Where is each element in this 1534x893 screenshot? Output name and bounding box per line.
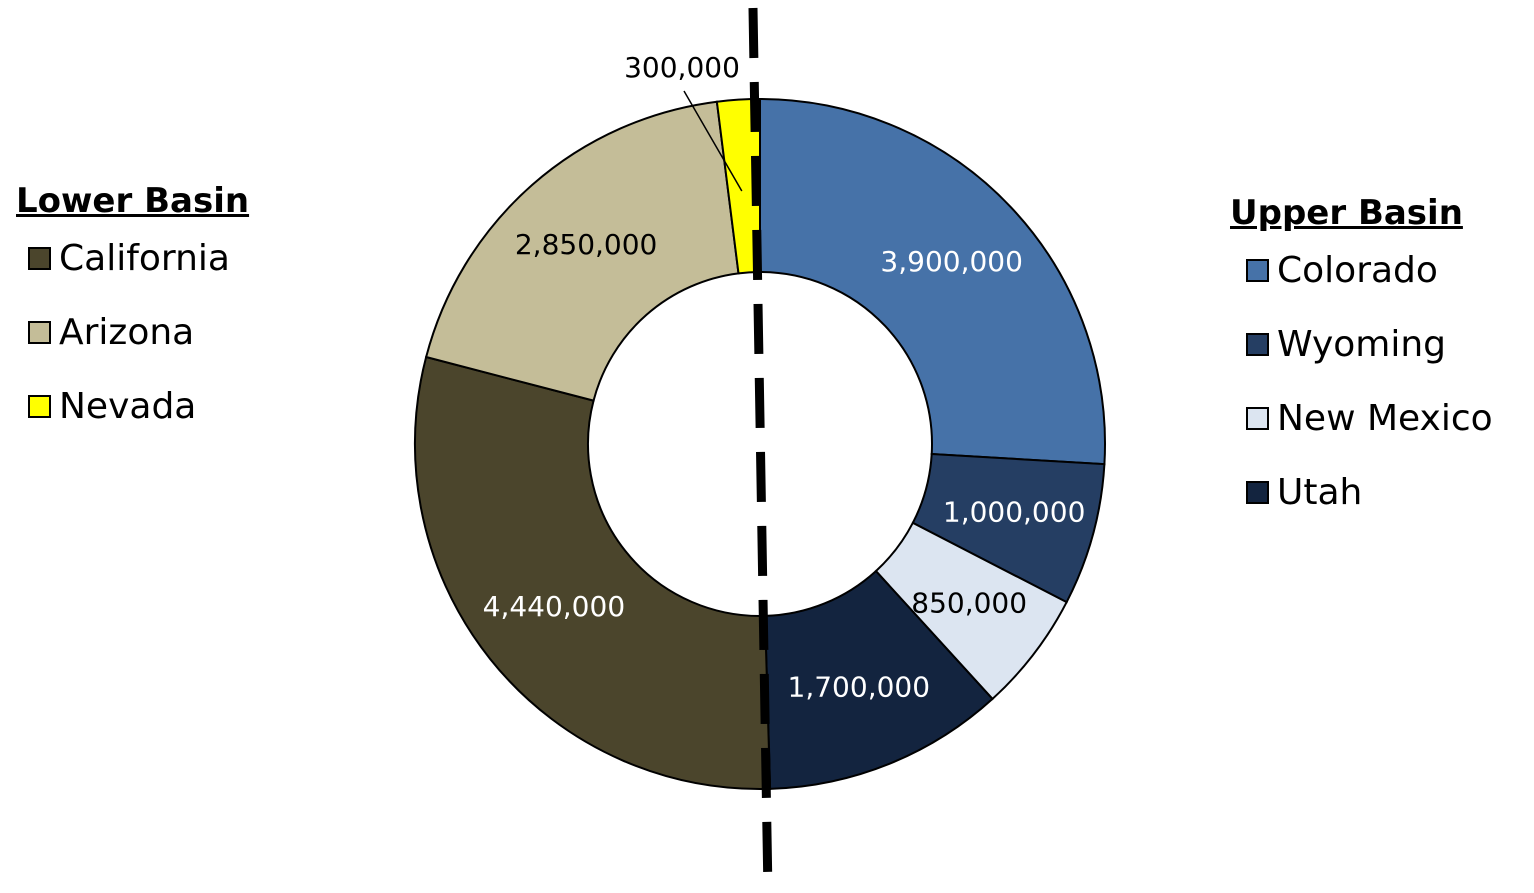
slice-colorado [760, 99, 1105, 464]
legend-item-utah: Utah [1246, 455, 1493, 529]
legend-title-lower-basin: Lower Basin [16, 181, 249, 221]
legend-swatch-nevada [28, 395, 51, 418]
legend-label-utah: Utah [1277, 472, 1362, 513]
legend-label-nevada: Nevada [59, 386, 196, 427]
data-label-utah: 1,700,000 [788, 670, 931, 703]
legend-swatch-utah [1246, 481, 1269, 504]
legend-label-wyoming: Wyoming [1277, 324, 1446, 365]
legend-swatch-colorado [1246, 259, 1269, 282]
legend-item-california: California [28, 221, 249, 295]
legend-item-colorado: Colorado [1246, 233, 1493, 307]
legend-upper-basin: Upper Basin Colorado Wyoming New Mexico Uta… [1230, 193, 1493, 529]
legend-swatch-california [28, 247, 51, 270]
data-label-wyoming: 1,000,000 [943, 496, 1086, 529]
legend-label-california: California [59, 238, 230, 279]
legend-label-colorado: Colorado [1277, 250, 1438, 291]
legend-swatch-arizona [28, 321, 51, 344]
data-label-new-mexico: 850,000 [911, 586, 1027, 619]
legend-label-new-mexico: New Mexico [1277, 398, 1493, 439]
data-label-colorado: 3,900,000 [880, 245, 1023, 278]
legend-item-new-mexico: New Mexico [1246, 381, 1493, 455]
legend-item-wyoming: Wyoming [1246, 307, 1493, 381]
legend-item-arizona: Arizona [28, 295, 249, 369]
data-label-california: 4,440,000 [483, 590, 626, 623]
legend-swatch-wyoming [1246, 333, 1269, 356]
legend-title-upper-basin: Upper Basin [1230, 193, 1493, 233]
legend-swatch-new-mexico [1246, 407, 1269, 430]
legend-item-nevada: Nevada [28, 369, 249, 443]
data-label-nevada: 300,000 [624, 51, 740, 84]
legend-lower-basin: Lower Basin California Arizona Nevada [16, 181, 249, 443]
legend-label-arizona: Arizona [59, 312, 194, 353]
slice-california [415, 357, 770, 789]
data-label-arizona: 2,850,000 [515, 228, 658, 261]
